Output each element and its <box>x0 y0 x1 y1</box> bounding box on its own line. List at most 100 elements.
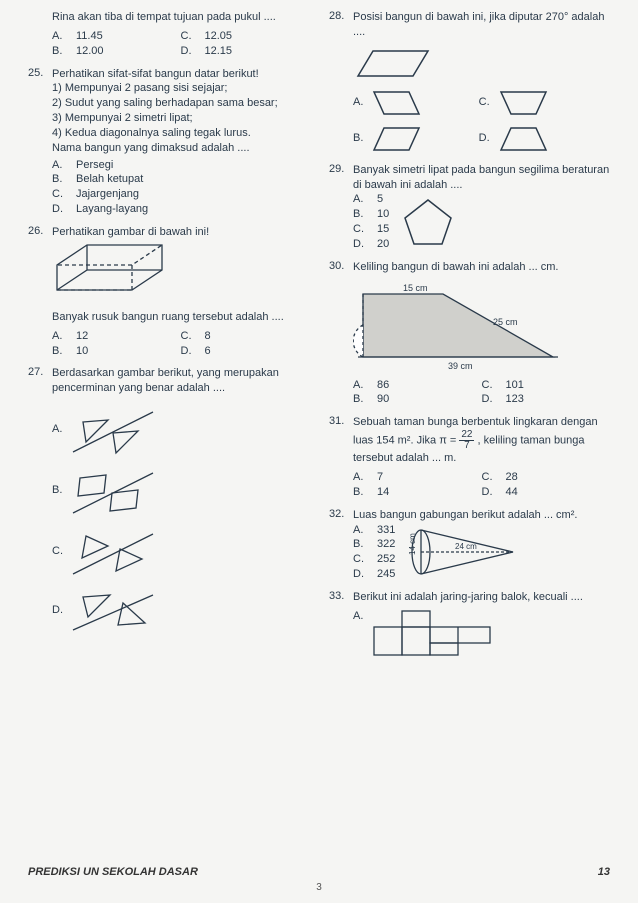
opt-C: C. <box>181 329 197 344</box>
q29-text: Banyak simetri lipat pada bangun segilim… <box>353 163 610 193</box>
q26-D: 6 <box>205 344 211 359</box>
q28-figure <box>353 46 433 81</box>
opt-B: B. <box>52 483 68 498</box>
q25-l2: 2) Sudut yang saling berhadapan sama bes… <box>52 96 309 111</box>
opt-A: A. <box>52 422 68 437</box>
opt-B: B. <box>52 44 68 59</box>
opt-C: C. <box>52 544 68 559</box>
q32-cone-figure: 14 cm 24 cm <box>405 525 520 580</box>
opt-D: D. <box>353 237 369 252</box>
q30-lbl-mid: 25 cm <box>493 317 518 327</box>
q27-A-figure <box>68 402 158 457</box>
opt-C: C. <box>479 95 490 110</box>
footer-right: 13 <box>598 866 610 878</box>
opt-D: D. <box>353 567 369 582</box>
q28-A-figure <box>369 87 424 119</box>
q29-B: 10 <box>377 207 389 222</box>
opt-D: D. <box>181 44 197 59</box>
footer-left: PREDIKSI UN SEKOLAH DASAR <box>28 866 198 878</box>
q30-lbl-top: 15 cm <box>403 283 428 293</box>
q30-A: 86 <box>377 378 389 393</box>
q28-B-figure <box>369 123 424 155</box>
opt-C: C. <box>482 470 498 485</box>
opt-A: A. <box>353 378 369 393</box>
opt-C: C. <box>482 378 498 393</box>
q30-B: 90 <box>377 392 389 407</box>
q33-A-figure <box>369 609 509 659</box>
opt-D: D. <box>181 344 197 359</box>
q27-C-figure <box>68 524 158 579</box>
q25-prompt: Nama bangun yang dimaksud adalah .... <box>52 141 309 156</box>
q27-text: Berdasarkan gambar berikut, yang merupak… <box>52 366 309 396</box>
opt-B: B. <box>353 537 369 552</box>
q27-num: 27. <box>28 366 52 641</box>
opt-B: B. <box>52 344 68 359</box>
q26-B: 10 <box>76 344 88 359</box>
q32-lbl-h: 14 cm <box>408 533 417 555</box>
q32-A: 331 <box>377 523 395 538</box>
q27-B-figure <box>68 463 158 518</box>
q25-l4: 4) Kedua diagonalnya saling tegak lurus. <box>52 126 309 141</box>
q32-B: 322 <box>377 537 395 552</box>
opt-A: A. <box>52 158 68 173</box>
q32-num: 32. <box>329 508 353 582</box>
q28-D-figure <box>496 123 551 155</box>
q30-D: 123 <box>506 392 524 407</box>
opt-B: B. <box>353 392 369 407</box>
q31-D: 44 <box>506 485 518 500</box>
q26-text: Perhatikan gambar di bawah ini! <box>52 225 309 240</box>
q32-lbl-r: 24 cm <box>455 542 477 551</box>
q30-trapezoid-figure: 15 cm 25 cm 39 cm <box>353 279 563 374</box>
opt-D: D. <box>479 131 490 146</box>
q25-text: Perhatikan sifat-sifat bangun datar beri… <box>52 67 309 82</box>
q25-l1: 1) Mempunyai 2 pasang sisi sejajar; <box>52 81 309 96</box>
q26-A: 12 <box>76 329 88 344</box>
q33-text: Berikut ini adalah jaring-jaring balok, … <box>353 590 610 605</box>
q25-num: 25. <box>28 67 52 217</box>
q24-intro: Rina akan tiba di tempat tujuan pada puk… <box>52 10 309 25</box>
q25-C: Jajargenjang <box>76 187 139 202</box>
q29-D: 20 <box>377 237 389 252</box>
q24-B: 12.00 <box>76 44 104 59</box>
opt-C: C. <box>181 29 197 44</box>
opt-B: B. <box>353 485 369 500</box>
opt-A: A. <box>353 470 369 485</box>
q27-D-figure <box>68 585 158 635</box>
q28-text: Posisi bangun di bawah ini, jika diputar… <box>353 10 610 40</box>
opt-B: B. <box>353 207 369 222</box>
q30-C: 101 <box>506 378 524 393</box>
q24-D: 12.15 <box>205 44 233 59</box>
q25-B: Belah ketupat <box>76 172 143 187</box>
q28-num: 28. <box>329 10 353 155</box>
q25-l3: 3) Mempunyai 2 simetri lipat; <box>52 111 309 126</box>
q29-pentagon-figure <box>401 196 456 248</box>
opt-A: A. <box>353 95 363 110</box>
opt-A: A. <box>52 329 68 344</box>
q31-B: 14 <box>377 485 389 500</box>
q26-prompt: Banyak rusuk bangun ruang tersebut adala… <box>52 310 309 325</box>
q30-lbl-bot: 39 cm <box>448 361 473 371</box>
opt-D: D. <box>482 392 498 407</box>
q32-C: 252 <box>377 552 395 567</box>
q29-A: 5 <box>377 192 383 207</box>
opt-A: A. <box>353 523 369 538</box>
q32-D: 245 <box>377 567 395 582</box>
opt-C: C. <box>353 222 369 237</box>
q24-C: 12.05 <box>205 29 233 44</box>
slide-number: 3 <box>28 882 610 893</box>
q25-A: Persegi <box>76 158 113 173</box>
opt-D: D. <box>482 485 498 500</box>
q30-num: 30. <box>329 260 353 408</box>
q31-fraction: 227 <box>459 430 474 451</box>
opt-C: C. <box>353 552 369 567</box>
q32-text: Luas bangun gabungan berikut adalah ... … <box>353 508 610 523</box>
q31-C: 28 <box>506 470 518 485</box>
q26-num: 26. <box>28 225 52 358</box>
q31-num: 31. <box>329 415 353 499</box>
q31-A: 7 <box>377 470 383 485</box>
q25-D: Layang-layang <box>76 202 148 217</box>
opt-D: D. <box>52 202 68 217</box>
opt-A: A. <box>52 29 68 44</box>
opt-A: A. <box>353 609 369 624</box>
opt-B: B. <box>52 172 68 187</box>
